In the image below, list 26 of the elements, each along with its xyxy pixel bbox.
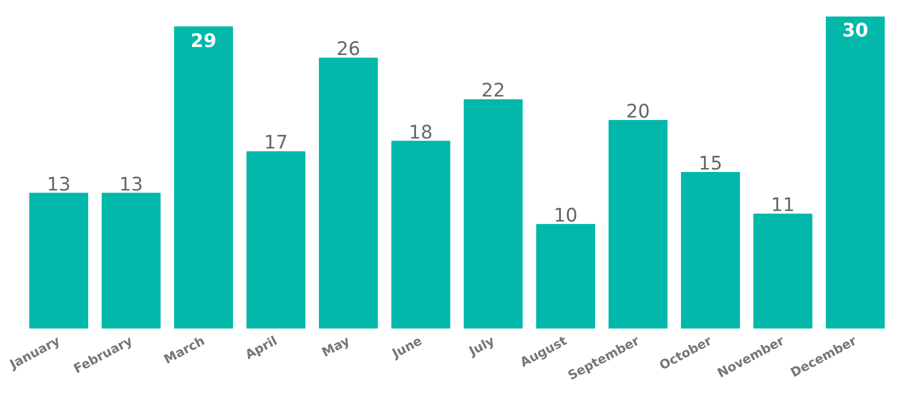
bar bbox=[608, 120, 668, 328]
bar bbox=[174, 26, 234, 328]
bar bbox=[753, 214, 812, 328]
data-label: 18 bbox=[408, 122, 433, 144]
bar bbox=[680, 172, 740, 328]
bar bbox=[29, 192, 88, 328]
data-label: 26 bbox=[336, 39, 360, 60]
data-label: 13 bbox=[46, 174, 71, 196]
data-label: 22 bbox=[481, 80, 506, 102]
bar bbox=[391, 140, 450, 328]
data-label: 10 bbox=[554, 206, 578, 226]
bar bbox=[464, 99, 523, 328]
bar bbox=[536, 224, 596, 328]
data-label: 30 bbox=[842, 20, 868, 42]
data-label: 17 bbox=[264, 132, 288, 154]
data-label: 20 bbox=[626, 102, 650, 122]
bar bbox=[826, 16, 885, 328]
bar bbox=[246, 151, 306, 328]
bar bbox=[102, 192, 161, 328]
data-label: 15 bbox=[698, 154, 722, 174]
data-label: 11 bbox=[771, 195, 795, 216]
x-tick-label: July bbox=[466, 332, 498, 359]
data-label: 13 bbox=[119, 174, 144, 196]
x-tick-label: May bbox=[319, 332, 353, 360]
bar bbox=[318, 58, 378, 328]
data-label: 29 bbox=[190, 30, 217, 52]
